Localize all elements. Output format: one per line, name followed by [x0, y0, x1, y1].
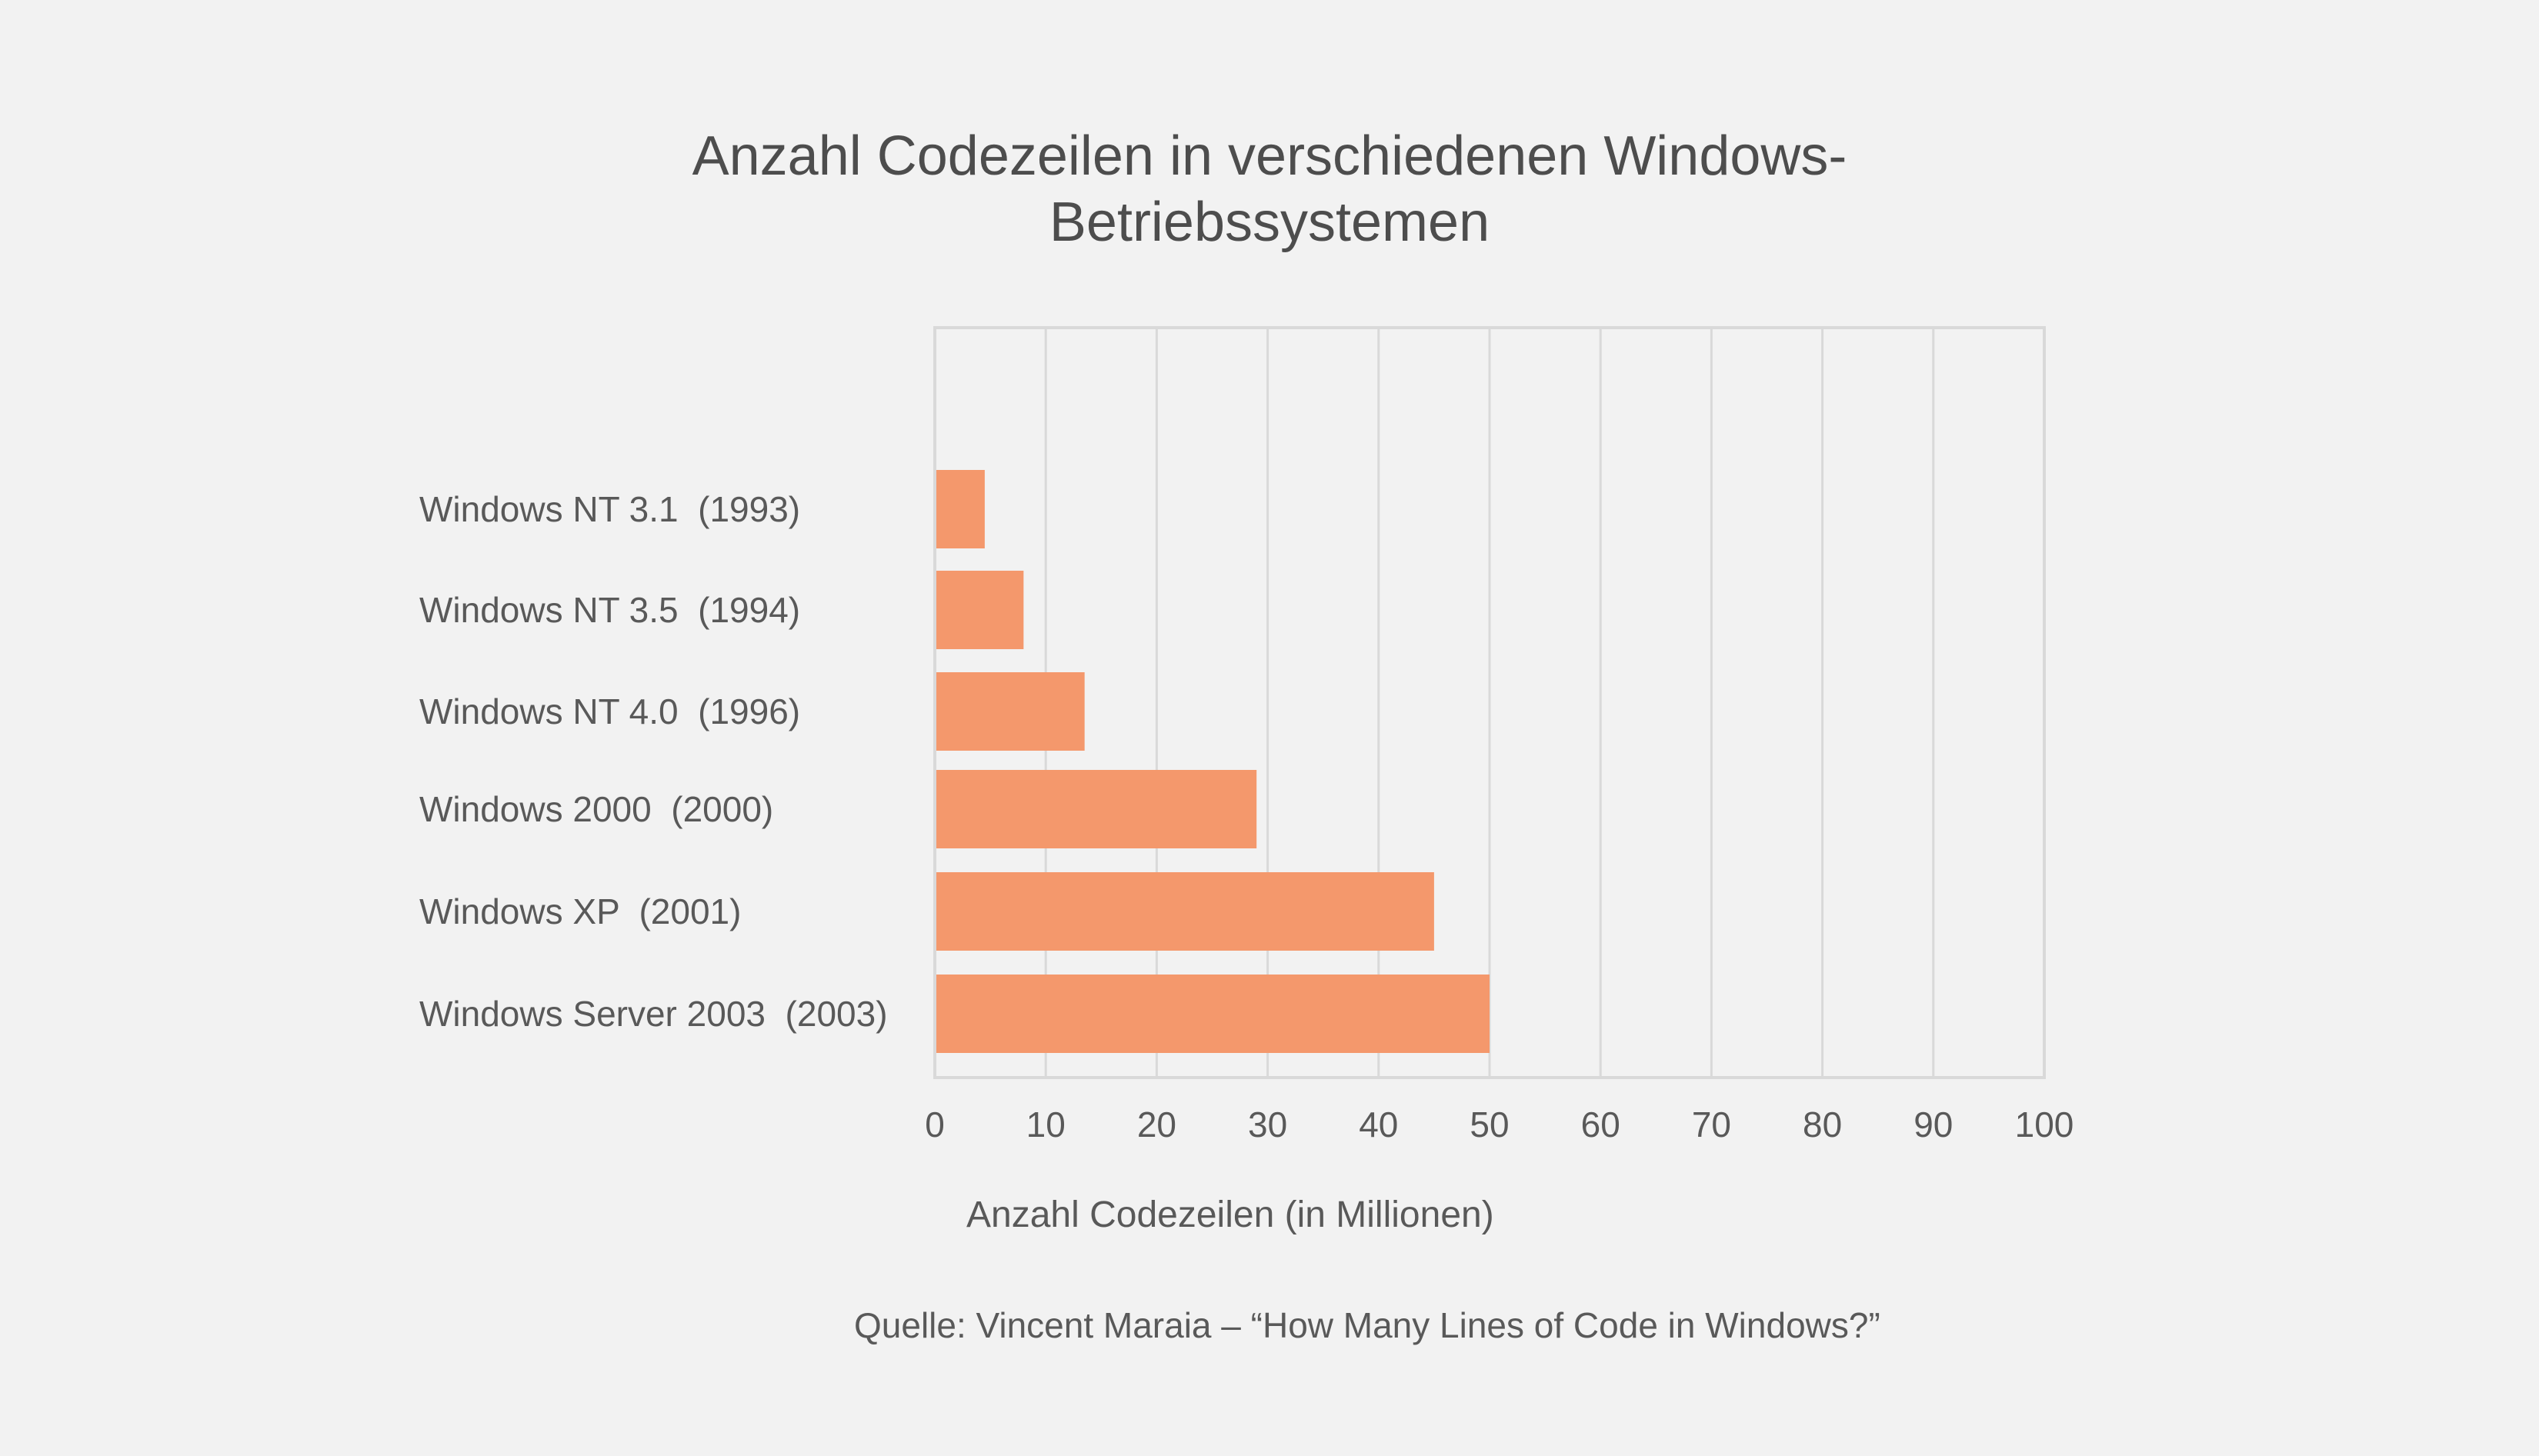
- category-label: Windows XP (2001): [419, 891, 741, 931]
- x-tick-label: 100: [2015, 1104, 2074, 1144]
- chart-title-line-1: Anzahl Codezeilen in verschiedenen Windo…: [692, 125, 1847, 187]
- category-label: Windows NT 3.1 (1993): [419, 489, 800, 529]
- category-label: Windows 2000 (2000): [419, 789, 773, 829]
- plot-area-frame: [933, 326, 2046, 1079]
- bar: [935, 672, 1085, 751]
- x-tick-label: 10: [1026, 1104, 1066, 1144]
- chart-title-line-2: Betriebssystemen: [1049, 192, 1490, 253]
- bar: [935, 975, 1490, 1053]
- category-label: Windows NT 3.5 (1994): [419, 590, 800, 630]
- gridlines: [1044, 328, 1935, 1078]
- bar: [935, 470, 985, 548]
- bar: [935, 571, 1024, 649]
- chart-title: Anzahl Codezeilen in verschiedenen Windo…: [0, 123, 2539, 255]
- category-label: Windows Server 2003 (2003): [419, 994, 888, 1034]
- bar: [935, 770, 1257, 848]
- x-tick-label: 70: [1692, 1104, 1731, 1144]
- bars: [935, 470, 1490, 1053]
- x-tick-label: 60: [1581, 1104, 1620, 1144]
- source-note: Quelle: Vincent Maraia – “How Many Lines…: [854, 1305, 1880, 1345]
- x-tick-label: 30: [1248, 1104, 1287, 1144]
- x-tick-label: 40: [1359, 1104, 1398, 1144]
- category-labels: Windows NT 3.1 (1993) Windows NT 3.5 (199…: [419, 489, 888, 1034]
- x-tick-label: 20: [1137, 1104, 1176, 1144]
- x-axis-title: Anzahl Codezeilen (in Millionen): [966, 1194, 1494, 1235]
- x-tick-label: 90: [1913, 1104, 1953, 1144]
- x-tick-label: 50: [1470, 1104, 1509, 1144]
- x-tick-label: 80: [1803, 1104, 1842, 1144]
- x-tick-labels: 0 10 20 30 40 50 60 70 80 90 100: [925, 1104, 2074, 1144]
- category-label: Windows NT 4.0 (1996): [419, 691, 800, 731]
- bar: [935, 872, 1434, 951]
- x-tick-label: 0: [925, 1104, 945, 1144]
